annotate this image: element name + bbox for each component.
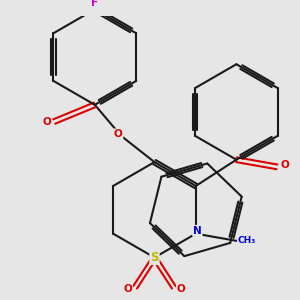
- Text: O: O: [280, 160, 289, 170]
- Text: CH₃: CH₃: [238, 236, 256, 245]
- Text: N: N: [193, 226, 202, 236]
- Text: S: S: [150, 251, 159, 264]
- Text: O: O: [42, 116, 51, 127]
- Text: F: F: [91, 0, 98, 8]
- Text: O: O: [114, 129, 122, 139]
- Text: O: O: [123, 284, 132, 294]
- Text: O: O: [177, 284, 186, 294]
